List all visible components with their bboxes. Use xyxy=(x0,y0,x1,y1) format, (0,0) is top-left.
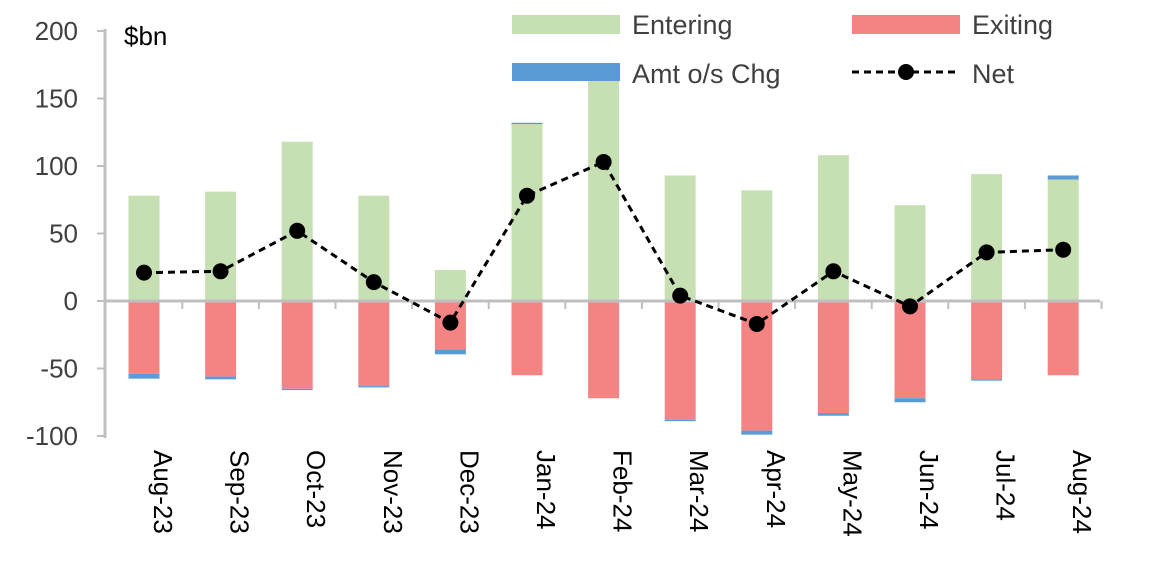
bar-entering-Oct-23 xyxy=(281,141,313,301)
x-tick-label: Mar-24 xyxy=(684,450,714,532)
net-point-Aug-24 xyxy=(1055,241,1072,258)
bar-exiting-Jun-24 xyxy=(894,301,926,399)
bar-exiting-Mar-24 xyxy=(664,301,696,420)
x-tick-label: Jul-24 xyxy=(991,450,1021,521)
x-tick-label: May-24 xyxy=(837,450,867,537)
x-tick-label: Aug-24 xyxy=(1067,450,1097,534)
bar-exiting-Jan-24 xyxy=(511,301,543,376)
x-tick-label: Aug-23 xyxy=(148,450,178,534)
x-tick-label: Sep-23 xyxy=(225,450,255,534)
net-point-Nov-23 xyxy=(365,274,382,291)
bar-entering-Dec-23 xyxy=(434,269,466,301)
legend-label-entering: Entering xyxy=(632,10,733,40)
y-tick-label: -100 xyxy=(26,421,78,451)
x-tick-label: Feb-24 xyxy=(608,450,638,532)
bar-entering-Aug-24 xyxy=(1047,179,1079,301)
bar-exiting-Aug-23 xyxy=(128,301,160,374)
net-point-Mar-24 xyxy=(672,287,689,304)
bar-entering-Jul-24 xyxy=(971,174,1003,301)
bar-amt-chg-Sep-23 xyxy=(205,376,237,380)
bar-entering-Mar-24 xyxy=(664,175,696,301)
bar-exiting-Feb-24 xyxy=(588,301,620,399)
bar-amt-chg-Nov-23 xyxy=(358,386,390,388)
y-tick-label: 100 xyxy=(35,151,78,181)
x-tick-label: Oct-23 xyxy=(301,450,331,528)
y-tick-label: 0 xyxy=(64,286,78,316)
x-tick-label: Nov-23 xyxy=(378,450,408,534)
net-point-Oct-23 xyxy=(289,222,306,239)
net-point-Jul-24 xyxy=(978,244,995,261)
net-point-Sep-23 xyxy=(212,263,229,280)
net-point-Jun-24 xyxy=(902,298,918,315)
bar-exiting-Sep-23 xyxy=(205,301,237,377)
net-point-Aug-23 xyxy=(136,264,152,281)
x-tick-label: Apr-24 xyxy=(761,450,791,528)
bar-amt-chg-Jun-24 xyxy=(894,398,926,403)
bar-amt-chg-Mar-24 xyxy=(664,419,696,422)
bar-entering-Aug-23 xyxy=(128,195,160,301)
bar-entering-Apr-24 xyxy=(741,190,773,301)
bar-amt-chg-Apr-24 xyxy=(741,430,773,435)
bar-amt-chg-Jan-24 xyxy=(511,122,543,125)
bar-amt-chg-Aug-24 xyxy=(1047,175,1079,180)
bar-entering-Sep-23 xyxy=(205,191,237,301)
bar-exiting-Oct-23 xyxy=(281,301,313,389)
y-tick-label: 200 xyxy=(35,16,78,46)
net-point-May-24 xyxy=(825,263,842,280)
bar-exiting-Aug-24 xyxy=(1047,301,1079,376)
bar-exiting-Nov-23 xyxy=(358,301,390,387)
x-tick-label: Dec-23 xyxy=(454,450,484,534)
x-tick-label: Jan-24 xyxy=(531,450,561,530)
y-tick-label: 150 xyxy=(35,84,78,114)
bar-amt-chg-Aug-23 xyxy=(128,373,160,379)
legend-label-net: Net xyxy=(972,59,1015,89)
legend-swatch-amt-chg xyxy=(512,63,620,81)
bar-amt-chg-Dec-23 xyxy=(434,349,466,355)
bar-exiting-May-24 xyxy=(817,301,849,414)
net-point-Apr-24 xyxy=(748,315,765,332)
bar-entering-Jun-24 xyxy=(894,205,926,301)
bar-amt-chg-Oct-23 xyxy=(281,388,313,391)
legend-label-exiting: Exiting xyxy=(972,10,1053,40)
bar-amt-chg-Jul-24 xyxy=(971,379,1003,381)
bar-entering-Feb-24 xyxy=(588,64,620,301)
y-tick-label: 50 xyxy=(49,219,78,249)
bar-exiting-Jul-24 xyxy=(971,301,1003,380)
net-point-Jan-24 xyxy=(519,187,535,204)
legend: Entering Exiting Amt o/s Chg Net xyxy=(512,10,1053,89)
legend-label-amt-chg: Amt o/s Chg xyxy=(632,59,781,89)
net-point-Dec-23 xyxy=(442,314,459,331)
y-tick-label: -50 xyxy=(40,354,78,384)
legend-swatch-exiting xyxy=(852,15,960,34)
net-point-Feb-24 xyxy=(595,153,612,170)
bar-amt-chg-May-24 xyxy=(817,413,849,416)
unit-label: $bn xyxy=(124,21,167,51)
x-tick-label: Jun-24 xyxy=(914,450,944,530)
legend-marker-net xyxy=(898,64,914,80)
legend-swatch-entering xyxy=(512,15,620,34)
